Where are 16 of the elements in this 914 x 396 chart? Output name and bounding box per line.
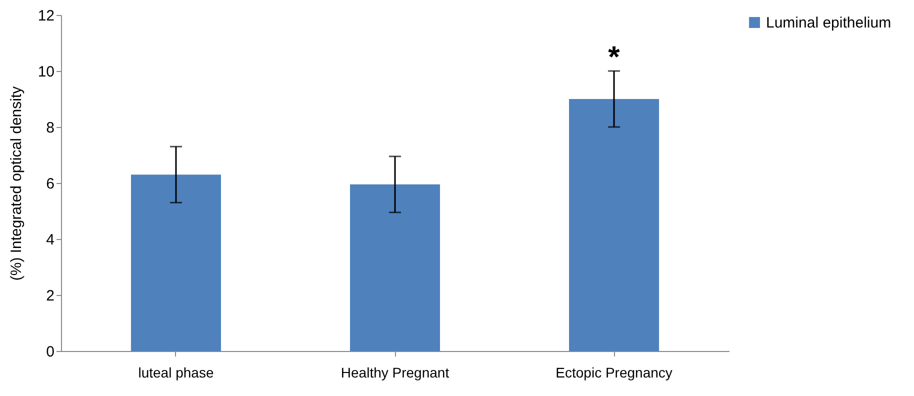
bar: [130, 174, 221, 351]
x-tick-label: luteal phase: [138, 364, 214, 380]
y-tick-label: 10: [38, 64, 54, 80]
bar: [569, 99, 660, 351]
y-tick-label: 2: [46, 288, 54, 304]
legend-label: Luminal epithelium: [766, 14, 892, 32]
y-tick-label: 4: [46, 232, 54, 248]
x-tick-label: Healthy Pregnant: [340, 364, 450, 380]
y-tick-label: 6: [46, 176, 54, 192]
annotation: *: [608, 41, 620, 74]
x-tick-label: Ectopic Pregnancy: [556, 364, 672, 380]
y-tick-label: 0: [46, 344, 54, 360]
y-tick-label: 12: [38, 8, 54, 24]
y-tick-label: 8: [46, 120, 54, 136]
y-axis-title: (%) Integrated optical density: [8, 86, 25, 281]
bar: [350, 184, 440, 351]
